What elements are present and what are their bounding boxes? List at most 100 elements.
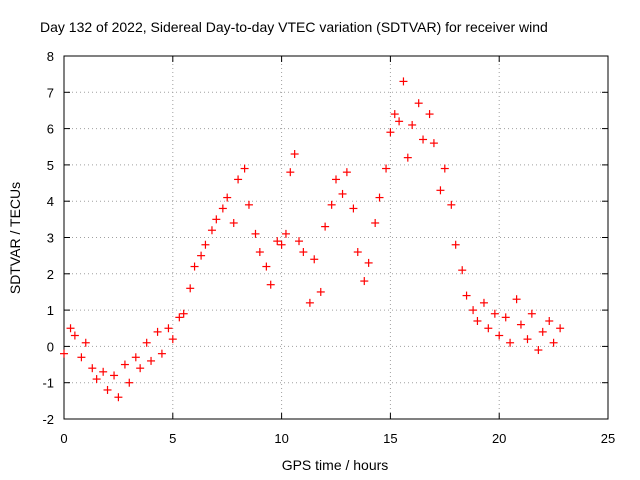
data-point xyxy=(186,284,195,293)
data-point xyxy=(153,327,162,336)
y-tick-label: 8 xyxy=(47,49,54,64)
data-point xyxy=(290,150,299,159)
data-point xyxy=(70,331,79,340)
data-point xyxy=(99,367,108,376)
data-point xyxy=(338,189,347,198)
x-tick-label: 5 xyxy=(169,431,176,446)
data-point xyxy=(523,335,532,344)
data-point xyxy=(332,175,340,184)
grid xyxy=(64,56,608,419)
x-axis-label: GPS time / hours xyxy=(282,457,389,473)
data-point xyxy=(327,200,336,209)
data-point xyxy=(390,110,399,119)
y-axis-label: SDTVAR / TECUs xyxy=(7,182,23,294)
data-point xyxy=(414,99,423,108)
y-tick-label: 5 xyxy=(47,158,54,173)
data-point xyxy=(484,324,493,333)
axis-ticks: 0 5 10 15 20 25 -2 -1 0 1 2 3 4 5 6 7 8 xyxy=(42,49,615,446)
data-points xyxy=(60,77,565,402)
y-tick-label: 4 xyxy=(47,194,54,209)
data-point xyxy=(440,164,449,173)
data-point xyxy=(147,356,156,365)
data-point xyxy=(103,385,112,394)
data-point xyxy=(395,117,404,126)
data-point xyxy=(77,353,86,362)
data-point xyxy=(197,251,206,260)
y-tick-label: -1 xyxy=(42,376,54,391)
data-point xyxy=(136,364,145,373)
data-point xyxy=(429,139,438,148)
data-point xyxy=(310,255,319,264)
data-point xyxy=(175,313,184,322)
data-point xyxy=(425,110,434,119)
data-point xyxy=(266,280,275,289)
data-point xyxy=(549,338,558,347)
y-tick-label: 7 xyxy=(47,85,54,100)
data-point xyxy=(375,193,384,202)
data-point xyxy=(316,287,325,296)
data-point xyxy=(305,298,314,307)
data-point xyxy=(201,240,210,249)
data-point xyxy=(212,215,221,224)
data-point xyxy=(462,291,471,300)
data-point xyxy=(277,240,286,249)
data-point xyxy=(447,200,456,209)
data-point xyxy=(419,135,428,144)
data-point xyxy=(408,120,417,129)
data-point xyxy=(545,316,554,325)
data-point xyxy=(353,248,362,257)
data-point xyxy=(516,320,525,329)
data-point xyxy=(506,338,515,347)
data-point xyxy=(142,338,151,347)
data-point xyxy=(399,77,408,86)
y-tick-label: 3 xyxy=(47,231,54,246)
data-point xyxy=(349,204,358,213)
data-point xyxy=(286,168,295,177)
data-point xyxy=(490,309,499,318)
data-point xyxy=(273,237,282,246)
x-tick-label: 0 xyxy=(60,431,67,446)
data-point xyxy=(125,378,134,387)
data-point xyxy=(534,346,543,355)
data-point xyxy=(92,375,101,384)
data-point xyxy=(512,295,521,304)
y-tick-label: 2 xyxy=(47,267,54,282)
data-point xyxy=(295,237,304,246)
data-point xyxy=(538,327,547,336)
data-point xyxy=(131,353,140,362)
data-point xyxy=(458,266,467,275)
data-point xyxy=(164,324,173,333)
data-point xyxy=(229,218,238,227)
data-point xyxy=(556,324,565,333)
data-point xyxy=(364,258,373,267)
data-point xyxy=(360,277,369,286)
x-tick-label: 25 xyxy=(601,431,615,446)
data-point xyxy=(240,164,249,173)
data-point xyxy=(60,349,68,358)
y-tick-label: -2 xyxy=(42,412,54,427)
data-point xyxy=(66,324,75,333)
data-point xyxy=(342,168,351,177)
data-point xyxy=(255,248,264,257)
data-point xyxy=(386,128,395,137)
y-tick-label: 1 xyxy=(47,303,54,318)
data-point xyxy=(501,313,510,322)
y-tick-label: 0 xyxy=(47,339,54,354)
data-point xyxy=(473,316,482,325)
data-point xyxy=(321,222,330,231)
data-point xyxy=(451,240,460,249)
data-point xyxy=(479,298,488,307)
x-tick-label: 15 xyxy=(383,431,397,446)
data-point xyxy=(120,360,129,369)
chart-title: Day 132 of 2022, Sidereal Day-to-day VTE… xyxy=(40,19,548,35)
data-point xyxy=(371,218,380,227)
data-point xyxy=(234,175,243,184)
data-point xyxy=(190,262,199,271)
data-point xyxy=(382,164,391,173)
data-point xyxy=(168,335,177,344)
data-point xyxy=(179,309,188,318)
data-point xyxy=(218,204,227,213)
data-point xyxy=(88,364,97,373)
data-point xyxy=(262,262,271,271)
